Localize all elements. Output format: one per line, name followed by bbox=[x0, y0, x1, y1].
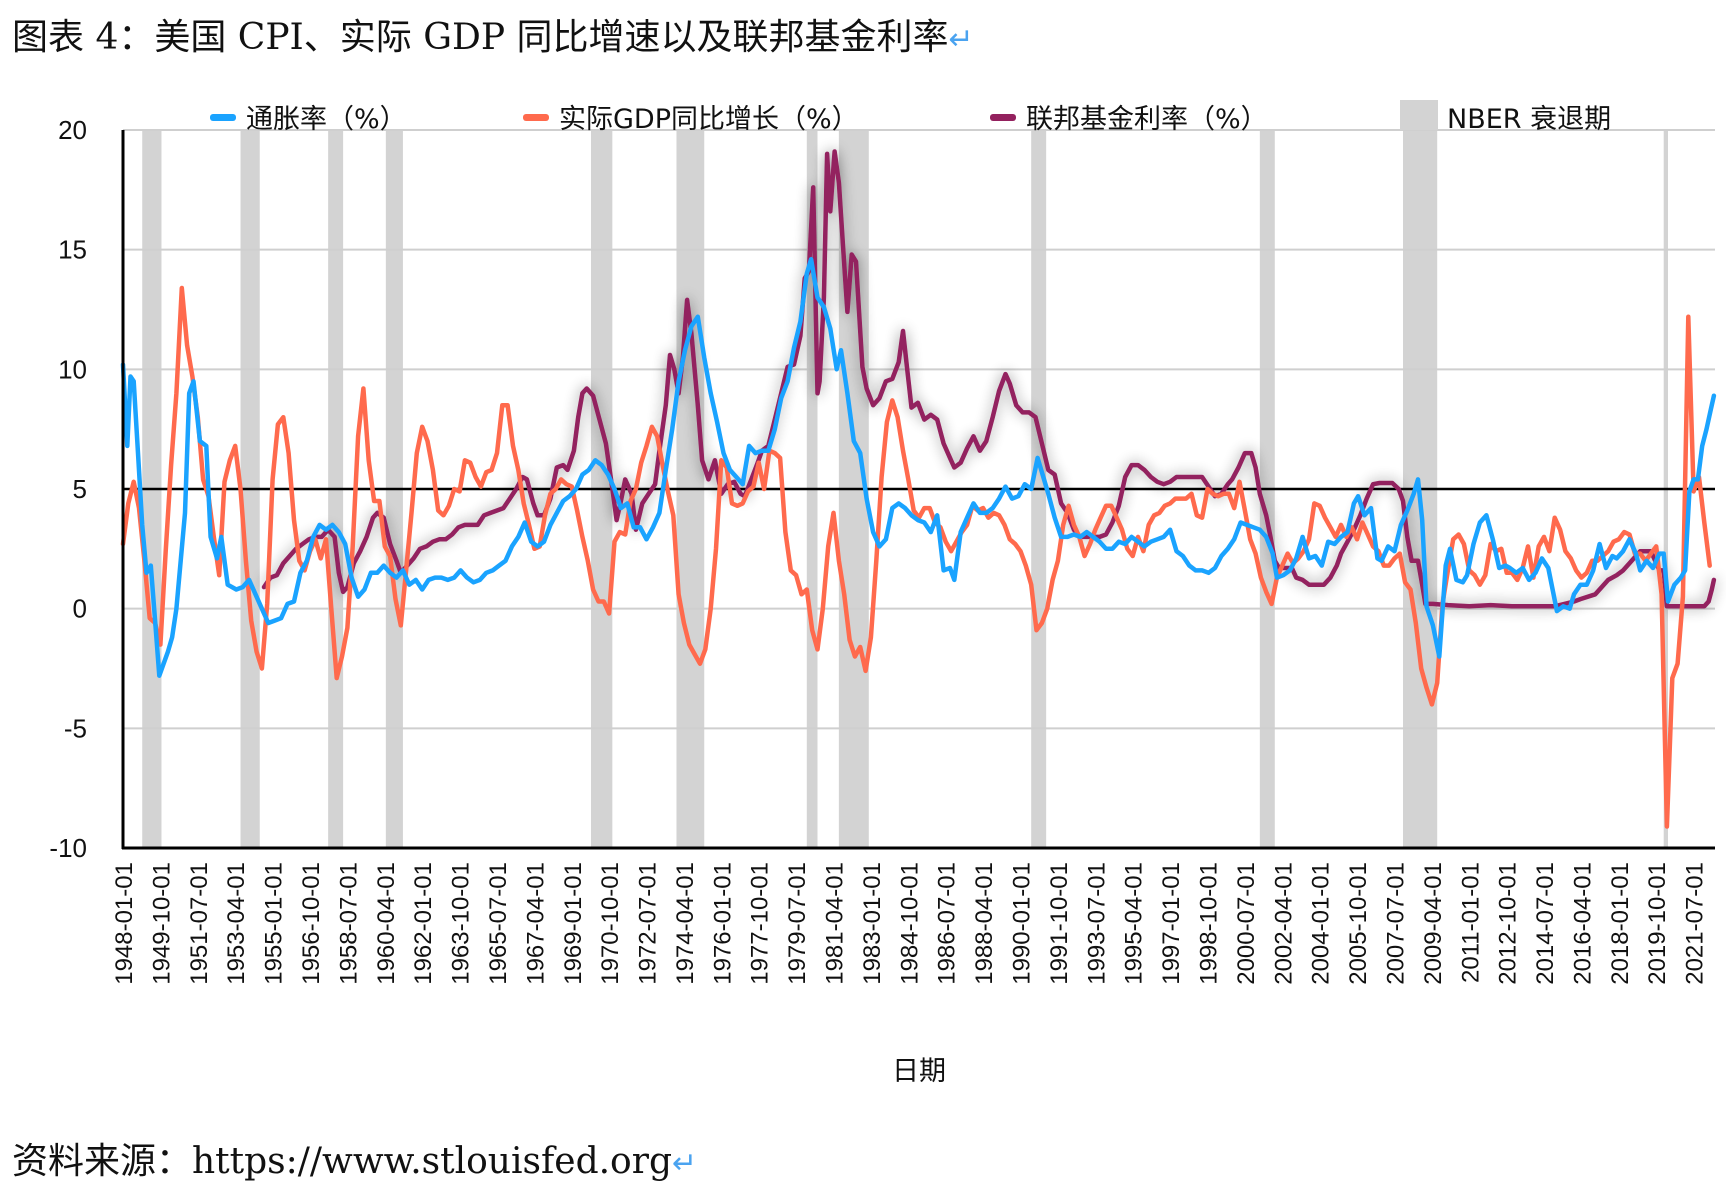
y-tick-label: 15 bbox=[58, 235, 87, 265]
x-tick-label: 2021-07-01 bbox=[1682, 862, 1709, 985]
x-tick-label: 1953-04-01 bbox=[223, 862, 250, 985]
x-tick-label: 1998-10-01 bbox=[1195, 862, 1222, 985]
x-tick-label: 1977-10-01 bbox=[747, 862, 774, 985]
paragraph-mark-icon: ↵ bbox=[948, 22, 974, 57]
x-tick-label: 1997-01-01 bbox=[1158, 862, 1185, 985]
x-tick-label: 1955-01-01 bbox=[261, 862, 288, 985]
y-tick-label: 10 bbox=[58, 354, 87, 384]
x-tick-label: 1949-10-01 bbox=[148, 862, 175, 985]
x-tick-label: 1958-07-01 bbox=[335, 862, 362, 985]
axes bbox=[121, 130, 1715, 850]
x-tick-label: 1995-04-01 bbox=[1121, 862, 1148, 985]
legend-item-inflation: 通胀率（%） bbox=[210, 104, 407, 135]
x-tick-label: 2009-04-01 bbox=[1420, 862, 1447, 985]
y-tick-label: -5 bbox=[64, 713, 87, 743]
x-tick-label: 1967-04-01 bbox=[522, 862, 549, 985]
x-tick-label: 1988-04-01 bbox=[971, 862, 998, 985]
legend: 通胀率（%） 实际GDP同比增长（%） 联邦基金利率（%） NBER 衰退期 bbox=[210, 100, 1611, 135]
x-tick-label: 2016-04-01 bbox=[1569, 862, 1596, 985]
series-lines bbox=[120, 149, 1717, 829]
x-tick-label: 1970-10-01 bbox=[597, 862, 624, 985]
x-tick-label: 2007-07-01 bbox=[1382, 862, 1409, 985]
x-tick-label: 1965-07-01 bbox=[485, 862, 512, 985]
x-tick-labels: 1948-01-01 1949-10-01 1951-07-01 1953-04-01… bbox=[111, 862, 1709, 985]
x-tick-label: 2011-01-01 bbox=[1457, 862, 1484, 983]
x-tick-label: 1974-04-01 bbox=[672, 862, 699, 985]
fed-funds-rate-line bbox=[261, 149, 1717, 609]
x-tick-label: 1991-10-01 bbox=[1046, 862, 1073, 985]
legend-item-gdp: 实际GDP同比增长（%） bbox=[523, 104, 859, 135]
legend-swatch-line bbox=[523, 114, 549, 121]
x-tick-label: 1976-01-01 bbox=[709, 862, 736, 985]
legend-label: 实际GDP同比增长（%） bbox=[559, 104, 859, 135]
x-tick-label: 1948-01-01 bbox=[111, 862, 138, 985]
legend-swatch-line bbox=[990, 114, 1016, 121]
x-tick-label: 2002-04-01 bbox=[1270, 862, 1297, 985]
x-tick-label: 2012-10-01 bbox=[1495, 862, 1522, 985]
legend-label: 通胀率（%） bbox=[246, 104, 407, 135]
x-tick-label: 2018-01-01 bbox=[1607, 862, 1634, 985]
y-tick-label: 20 bbox=[58, 115, 87, 145]
y-tick-label: 0 bbox=[73, 594, 87, 624]
x-tick-label: 2014-07-01 bbox=[1532, 862, 1559, 985]
source-text: 资料来源：https://www.stlouisfed.org bbox=[12, 1141, 672, 1182]
x-tick-label: 1972-07-01 bbox=[635, 862, 662, 985]
legend-swatch-line bbox=[210, 114, 236, 121]
x-tick-label: 1983-01-01 bbox=[859, 862, 886, 985]
x-tick-label: 1981-04-01 bbox=[822, 862, 849, 985]
legend-item-fed-funds: 联邦基金利率（%） bbox=[990, 104, 1268, 135]
figure-title: 图表 4：美国 CPI、实际 GDP 同比增速以及联邦基金利率↵ bbox=[12, 8, 974, 60]
x-tick-label: 1969-01-01 bbox=[560, 862, 587, 985]
figure-title-text: 图表 4：美国 CPI、实际 GDP 同比增速以及联邦基金利率 bbox=[12, 17, 949, 58]
x-axis-title: 日期 bbox=[892, 1056, 946, 1087]
x-tick-label: 1993-07-01 bbox=[1083, 862, 1110, 985]
x-tick-label: 1990-01-01 bbox=[1009, 862, 1036, 985]
x-tick-label: 1962-01-01 bbox=[410, 862, 437, 985]
x-tick-label: 1960-04-01 bbox=[373, 862, 400, 985]
x-tick-label: 1963-10-01 bbox=[448, 862, 475, 985]
x-tick-label: 1979-07-01 bbox=[784, 862, 811, 985]
paragraph-mark-icon: ↵ bbox=[672, 1146, 698, 1181]
x-tick-label: 1951-07-01 bbox=[186, 862, 213, 985]
x-tick-label: 2005-10-01 bbox=[1345, 862, 1372, 985]
legend-swatch-band bbox=[1400, 100, 1438, 130]
x-tick-label: 2004-01-01 bbox=[1308, 862, 1335, 985]
x-tick-label: 2000-07-01 bbox=[1233, 862, 1260, 985]
legend-label: 联邦基金利率（%） bbox=[1026, 104, 1268, 135]
x-tick-label: 1984-10-01 bbox=[896, 862, 923, 985]
y-tick-label: -10 bbox=[49, 833, 87, 863]
legend-label: NBER 衰退期 bbox=[1447, 104, 1611, 135]
source-note: 资料来源：https://www.stlouisfed.org↵ bbox=[12, 1132, 697, 1184]
y-tick-label: 5 bbox=[73, 474, 87, 504]
y-tick-labels: 20 15 10 5 0 -5 -10 bbox=[49, 115, 87, 863]
inflation-line bbox=[120, 256, 1717, 678]
x-tick-label: 1956-10-01 bbox=[298, 862, 325, 985]
x-tick-label: 2019-10-01 bbox=[1644, 862, 1671, 985]
legend-item-nber: NBER 衰退期 bbox=[1400, 100, 1611, 135]
x-tick-label: 1986-07-01 bbox=[934, 862, 961, 985]
